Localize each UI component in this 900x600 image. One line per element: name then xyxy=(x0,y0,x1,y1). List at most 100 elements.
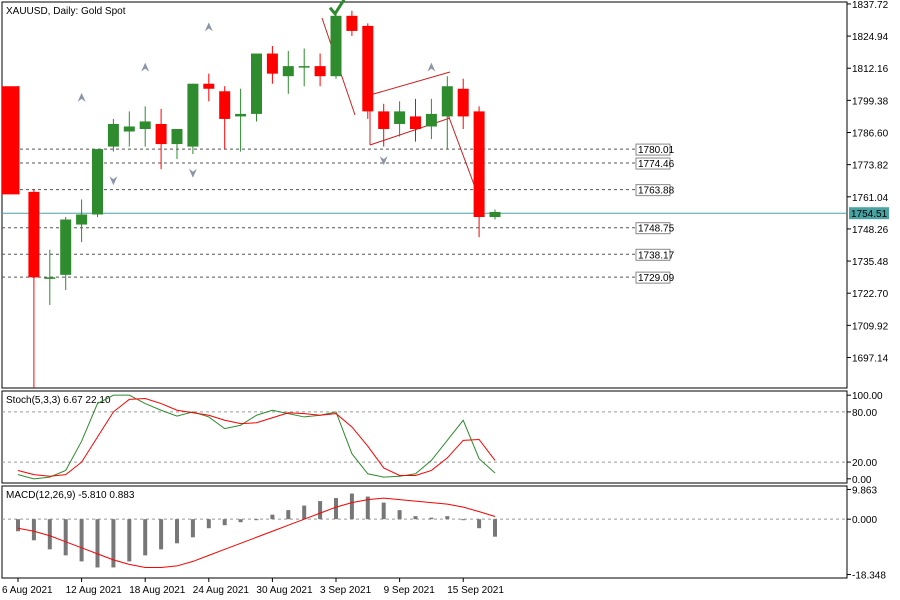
candle-body xyxy=(298,66,310,68)
date-axis: 6 Aug 2021 12 Aug 2021 18 Aug 2021 24 Aug 2… xyxy=(2,578,504,596)
candle xyxy=(139,106,151,147)
check-mark-icon xyxy=(328,0,346,17)
macd-histogram-bar xyxy=(143,519,148,556)
candle-body xyxy=(219,91,231,119)
candle xyxy=(314,53,326,87)
candle xyxy=(441,76,453,150)
candle xyxy=(235,88,247,152)
candle xyxy=(60,217,72,290)
price-tick-label: 1786.60 xyxy=(852,129,889,140)
price-tick-label: 1735.48 xyxy=(852,257,889,268)
candle-body xyxy=(2,86,20,195)
candle xyxy=(266,46,278,84)
macd-histogram-bar xyxy=(349,493,354,520)
candle xyxy=(171,128,183,160)
date-tick-label: 24 Aug 2021 xyxy=(193,585,250,596)
candle xyxy=(107,118,119,152)
stochastic-axis: 100.00 80.00 20.00 0.00 xyxy=(847,391,883,486)
candle xyxy=(155,108,167,170)
candle xyxy=(425,98,437,140)
level-label: 1763.88 xyxy=(638,186,675,197)
candle-body xyxy=(139,121,151,129)
candle-body xyxy=(314,66,326,77)
macd-histogram-bar xyxy=(461,519,466,521)
price-tick-label: 1697.14 xyxy=(852,353,889,364)
candle-body xyxy=(123,126,135,132)
candle xyxy=(76,199,88,243)
macd-histogram-bar xyxy=(445,516,450,520)
macd-histogram-bar xyxy=(413,516,418,520)
macd-histogram-bar xyxy=(159,519,164,550)
candle xyxy=(489,209,501,220)
candle xyxy=(2,86,20,195)
candle-body xyxy=(378,111,390,129)
candle-body xyxy=(457,88,469,117)
level-label: 1748.75 xyxy=(638,224,675,235)
candle xyxy=(330,13,342,79)
macd-histogram-bar xyxy=(16,519,20,532)
level-lines: 1780.01 1774.46 1763.88 1748.75 1738.17 1729.… xyxy=(2,143,675,284)
candle xyxy=(457,78,469,129)
macd-axis: 9.863 0.000 -18.348 xyxy=(847,485,886,582)
candle-body xyxy=(282,66,294,77)
level-label-box xyxy=(635,143,671,156)
candle-body xyxy=(489,211,501,218)
price-tick-label: 1761.04 xyxy=(852,193,889,204)
candle xyxy=(362,23,374,119)
stochastic-panel[interactable]: Stoch(5,3,3) 6.67 22.10 100.00 80.00 20.00… xyxy=(1,390,883,486)
stochastic-main-line xyxy=(17,394,496,480)
macd-histogram-bar xyxy=(365,496,370,520)
price-panel[interactable]: XAUUSD, Daily: Gold Spot 1780.011774.461… xyxy=(1,0,889,389)
stochastic-tick-label: 80.00 xyxy=(852,408,877,419)
price-tick-label: 1812.16 xyxy=(852,64,889,75)
price-tick-label: 1773.82 xyxy=(852,161,889,172)
stochastic-signal-line xyxy=(17,398,496,477)
macd-histogram-bar xyxy=(95,519,100,568)
macd-panel[interactable]: MACD(12,26,9) -5.810 0.883 9.863 0.000 -18… xyxy=(1,485,886,582)
macd-histogram-bar xyxy=(206,519,211,529)
macd-title: MACD(12,26,9) -5.810 0.883 xyxy=(6,490,135,501)
level-label: 1738.17 xyxy=(638,250,675,261)
current-price-label: 1754.51 xyxy=(851,209,888,220)
candle-body xyxy=(362,25,374,112)
candle xyxy=(282,51,294,94)
candle-body xyxy=(251,53,262,114)
candle-body xyxy=(171,128,183,145)
date-tick-label: 3 Sep 2021 xyxy=(320,585,372,596)
macd-tick-label: -18.348 xyxy=(852,571,886,582)
fractal-up-icon xyxy=(141,62,150,72)
current-price-line: 1754.51 xyxy=(2,207,889,220)
candle xyxy=(44,249,56,306)
candle xyxy=(298,48,310,87)
candle-body xyxy=(394,111,406,124)
price-tick-label: 1837.72 xyxy=(852,0,889,11)
fractal-up-icon xyxy=(77,92,86,102)
level-label: 1780.01 xyxy=(638,145,675,156)
macd-histogram-bar xyxy=(429,517,434,520)
macd-histogram-bar xyxy=(397,510,402,520)
candle xyxy=(378,103,390,147)
macd-histogram-bar xyxy=(31,519,36,541)
candle xyxy=(187,83,199,155)
date-tick-label: 12 Aug 2021 xyxy=(66,585,123,596)
stochastic-tick-label: 20.00 xyxy=(852,458,877,469)
candle-body xyxy=(266,53,278,74)
macd-histogram-bar xyxy=(79,519,84,562)
macd-histogram-bar xyxy=(238,519,243,523)
macd-bars xyxy=(2,493,847,568)
candle-body xyxy=(410,116,421,129)
candle xyxy=(251,53,262,122)
candle xyxy=(28,189,40,388)
macd-histogram-bar xyxy=(175,519,179,544)
stochastic-tick-label: 100.00 xyxy=(852,391,883,402)
macd-histogram-bar xyxy=(254,519,259,521)
candles xyxy=(2,10,501,388)
price-tick-label: 1799.38 xyxy=(852,96,889,107)
candle xyxy=(346,10,358,36)
macd-histogram-bar xyxy=(63,519,68,556)
macd-histogram-bar xyxy=(477,519,482,529)
candle xyxy=(123,111,135,147)
candle-body xyxy=(425,113,437,127)
candle xyxy=(219,86,231,150)
